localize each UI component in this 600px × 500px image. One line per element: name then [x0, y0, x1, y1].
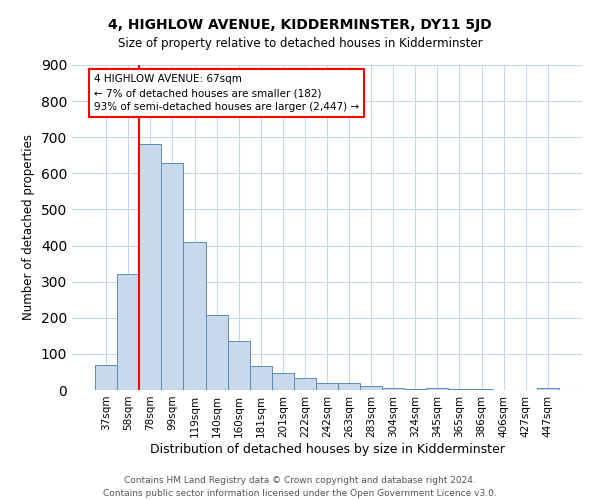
Bar — [117, 274, 139, 390]
Text: 4 HIGHLOW AVENUE: 67sqm
← 7% of detached houses are smaller (182)
93% of semi-de: 4 HIGHLOW AVENUE: 67sqm ← 7% of detached… — [94, 74, 359, 112]
Text: Contains HM Land Registry data © Crown copyright and database right 2024.
Contai: Contains HM Land Registry data © Crown c… — [103, 476, 497, 498]
Text: 4, HIGHLOW AVENUE, KIDDERMINSTER, DY11 5JD: 4, HIGHLOW AVENUE, KIDDERMINSTER, DY11 5… — [108, 18, 492, 32]
Bar — [404, 389, 427, 390]
Bar — [294, 378, 316, 390]
Bar — [206, 316, 227, 390]
Bar — [448, 389, 470, 390]
Bar — [227, 341, 250, 390]
Bar — [338, 383, 360, 390]
Bar — [272, 373, 294, 390]
Bar — [316, 383, 338, 390]
Text: Size of property relative to detached houses in Kidderminster: Size of property relative to detached ho… — [118, 38, 482, 51]
Bar — [161, 162, 184, 390]
Bar — [537, 388, 559, 390]
X-axis label: Distribution of detached houses by size in Kidderminster: Distribution of detached houses by size … — [149, 442, 505, 456]
Bar — [250, 366, 272, 390]
Bar — [382, 388, 404, 390]
Y-axis label: Number of detached properties: Number of detached properties — [22, 134, 35, 320]
Bar — [139, 144, 161, 390]
Bar — [427, 388, 448, 390]
Bar — [184, 242, 206, 390]
Bar — [360, 386, 382, 390]
Bar — [95, 364, 117, 390]
